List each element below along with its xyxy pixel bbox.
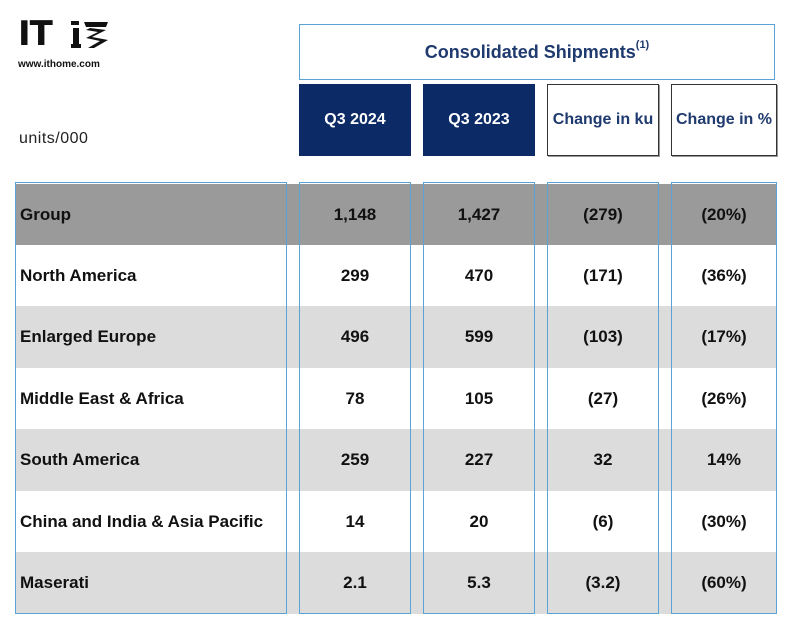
cell-q3-2024: 259: [340, 450, 370, 469]
table-row-china-india-asia-pacific: China and India & Asia Pacific 14 20 (6)…: [15, 491, 777, 553]
cell-change-ku: (6): [592, 512, 614, 531]
cell-q3-2024: 78: [345, 389, 365, 408]
table-row-north-america: North America 299 470 (171) (36%): [15, 245, 777, 307]
cell-q3-2024: 14: [345, 512, 365, 531]
cell-change-ku: (3.2): [585, 573, 621, 592]
cell-change-pct: (60%): [701, 573, 747, 592]
row-label: Enlarged Europe: [20, 327, 157, 346]
table-row-group: Group 1,148 1,427 (279) (20%): [15, 184, 777, 246]
row-label: South America: [20, 450, 140, 469]
row-label: China and India & Asia Pacific: [20, 512, 264, 531]
cell-change-ku: (279): [583, 205, 623, 224]
cell-change-pct: (36%): [701, 266, 747, 285]
table-title-footnote: (1): [635, 38, 650, 51]
table-header-title-box: Consolidated Shipments(1): [299, 24, 775, 80]
ithome-logo: IT www.ithome.com: [18, 16, 128, 76]
cell-change-pct: (30%): [701, 512, 747, 531]
cell-q3-2023: 5.3: [467, 573, 491, 592]
table-row-maserati: Maserati 2.1 5.3 (3.2) (60%): [15, 552, 777, 614]
cell-change-ku: (171): [583, 266, 623, 285]
logo-text: IT: [18, 14, 53, 54]
cell-q3-2023: 599: [464, 327, 494, 346]
cell-q3-2024: 1,148: [333, 205, 377, 224]
cell-q3-2023: 1,427: [457, 205, 501, 224]
cell-q3-2023: 105: [464, 389, 494, 408]
row-label: North America: [20, 266, 137, 285]
logo-url: www.ithome.com: [18, 59, 100, 70]
cell-q3-2024: 299: [340, 266, 370, 285]
row-label: Maserati: [20, 573, 89, 592]
column-header-q3-2024: Q3 2024: [299, 84, 411, 156]
row-label: Middle East & Africa: [20, 389, 184, 408]
cell-q3-2023: 470: [464, 266, 494, 285]
cell-q3-2023: 227: [464, 450, 494, 469]
cell-change-pct: 14%: [706, 450, 742, 469]
table-row-south-america: South America 259 227 32 14%: [15, 429, 777, 491]
table-title-text: Consolidated Shipments: [424, 41, 636, 62]
cell-change-ku: (27): [587, 389, 619, 408]
cell-change-pct: (26%): [701, 389, 747, 408]
table-row-enlarged-europe: Enlarged Europe 496 599 (103) (17%): [15, 306, 777, 368]
cell-change-pct: (17%): [701, 327, 747, 346]
logo-glyph-icon: [71, 21, 108, 48]
units-label: units/000: [19, 130, 89, 147]
column-header-q3-2023: Q3 2023: [423, 84, 535, 156]
cell-q3-2023: 20: [469, 512, 489, 531]
table-title: Consolidated Shipments(1): [424, 38, 650, 63]
column-header-change-pct: Change in %: [671, 84, 777, 156]
cell-change-ku: 32: [593, 450, 613, 469]
table-row-middle-east-africa: Middle East & Africa 78 105 (27) (26%): [15, 368, 777, 430]
column-header-change-ku: Change in ku: [547, 84, 659, 156]
cell-change-ku: (103): [583, 327, 623, 346]
row-label: Group: [20, 205, 71, 224]
cell-q3-2024: 2.1: [343, 573, 367, 592]
cell-q3-2024: 496: [340, 327, 370, 346]
cell-change-pct: (20%): [701, 205, 747, 224]
